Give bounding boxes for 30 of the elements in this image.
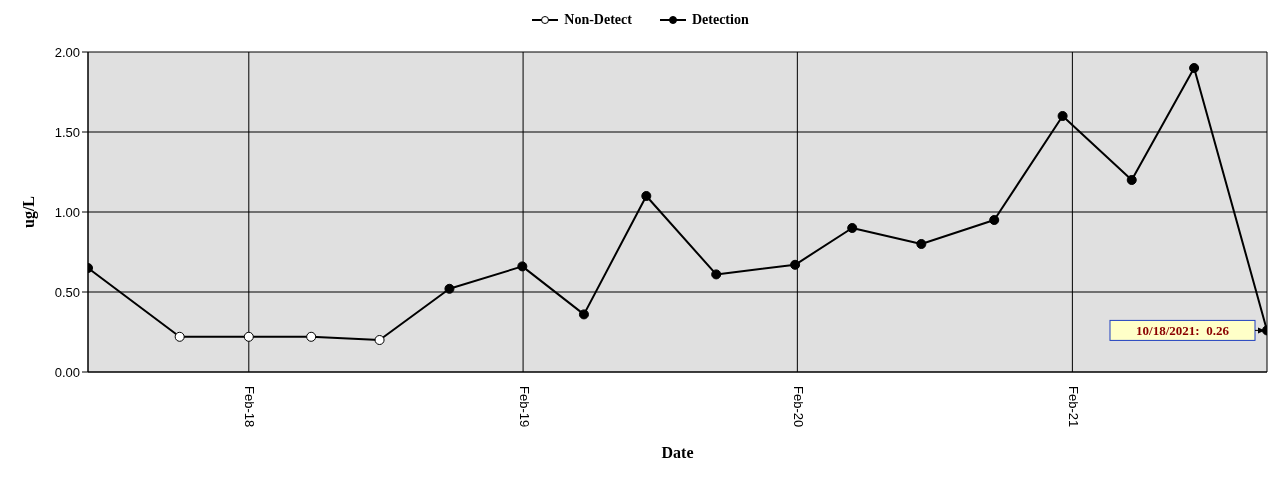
- point: [517, 261, 528, 272]
- y-tick-label: 0.50: [54, 284, 80, 300]
- y-tick-label: 0.00: [54, 364, 80, 380]
- point: [916, 238, 927, 250]
- point: [306, 331, 317, 342]
- point: [847, 222, 858, 234]
- x-tick-label: Feb-18: [242, 386, 258, 428]
- x-tick-label: Feb-21: [1065, 386, 1081, 428]
- point: [243, 331, 254, 342]
- x-tick-label: Feb-20: [790, 386, 806, 428]
- y-tick-label: 1.50: [54, 124, 80, 140]
- annotation: 10/18/2021: 0.26: [1136, 323, 1230, 339]
- point: [1126, 174, 1137, 186]
- y-axis-title: ug/L: [19, 195, 38, 229]
- point: [711, 269, 722, 280]
- x-axis-title: Date: [661, 444, 694, 461]
- point: [578, 309, 589, 320]
- x-tick-label: Feb-19: [516, 386, 532, 428]
- legend-label: Non-Detect: [564, 12, 632, 28]
- point: [790, 259, 801, 270]
- point: [989, 214, 1000, 226]
- point: [641, 190, 652, 202]
- y-tick-label: 2.00: [54, 44, 80, 60]
- legend-label: Detection: [691, 12, 749, 28]
- point: [374, 334, 385, 346]
- point: [1057, 110, 1068, 122]
- point: [174, 331, 185, 342]
- point: [1189, 62, 1200, 74]
- point: [444, 283, 455, 294]
- y-tick-label: 1.00: [54, 204, 80, 220]
